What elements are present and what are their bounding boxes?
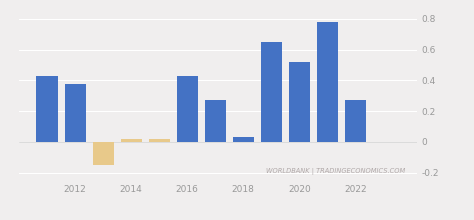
Bar: [317, 22, 338, 142]
Bar: [177, 76, 198, 142]
Bar: [64, 84, 85, 142]
Bar: [36, 76, 57, 142]
Text: WORLDBANK | TRADINGECONOMICS.COM: WORLDBANK | TRADINGECONOMICS.COM: [266, 168, 405, 175]
Bar: [120, 139, 142, 142]
Bar: [92, 142, 114, 165]
Bar: [149, 139, 170, 142]
Bar: [205, 100, 226, 142]
Bar: [289, 62, 310, 142]
Bar: [261, 42, 282, 142]
Bar: [233, 137, 254, 142]
Bar: [345, 100, 366, 142]
